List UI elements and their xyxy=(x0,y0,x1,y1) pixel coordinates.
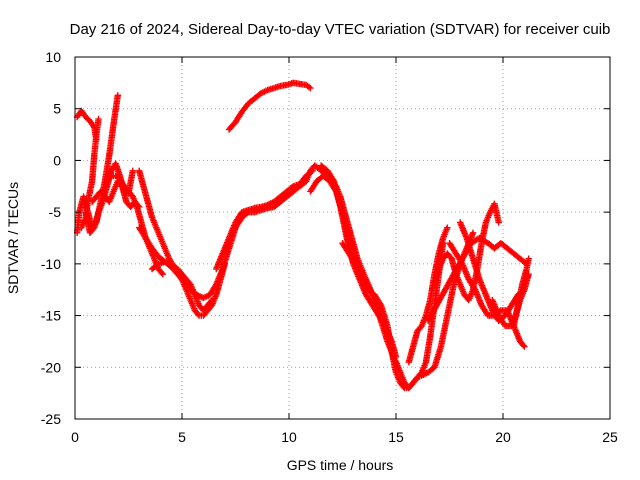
y-tick-label: -10 xyxy=(41,256,61,272)
x-tick-label: 10 xyxy=(281,429,297,445)
x-tick-label: 15 xyxy=(388,429,404,445)
y-tick-label: -5 xyxy=(49,204,62,220)
x-tick-label: 5 xyxy=(178,429,186,445)
y-tick-label: -15 xyxy=(41,308,61,324)
series-arc-25 xyxy=(510,255,532,330)
series-arc-15 xyxy=(317,162,400,361)
y-tick-label: -25 xyxy=(41,411,61,427)
series-arc-12 xyxy=(232,177,310,231)
chart-title: Day 216 of 2024, Sidereal Day-to-day VTE… xyxy=(70,21,611,38)
series-arc-3 xyxy=(78,115,102,231)
series-arc-11 xyxy=(225,79,314,133)
x-tick-label: 0 xyxy=(71,429,79,445)
x-axis-label: GPS time / hours xyxy=(287,457,394,473)
series-arc-9 xyxy=(148,224,239,302)
y-tick-label: -20 xyxy=(41,359,61,375)
tick-labels: 0 5 10 15 20 25 -25 -20 -15 -10 -5 0 5 10 xyxy=(41,49,618,445)
y-tick-label: 10 xyxy=(45,49,61,65)
axis-ticks xyxy=(74,56,611,420)
series-arc-21 xyxy=(424,234,530,324)
y-tick-label: 5 xyxy=(53,101,61,117)
y-axis-label: SDTVAR / TECUs xyxy=(5,182,21,294)
data-series xyxy=(73,79,532,392)
grid xyxy=(75,57,610,419)
series-arc-23 xyxy=(457,219,528,324)
x-tick-label: 25 xyxy=(602,429,618,445)
plot-frame xyxy=(74,56,611,420)
x-tick-label: 20 xyxy=(495,429,511,445)
y-tick-label: 0 xyxy=(53,152,61,168)
